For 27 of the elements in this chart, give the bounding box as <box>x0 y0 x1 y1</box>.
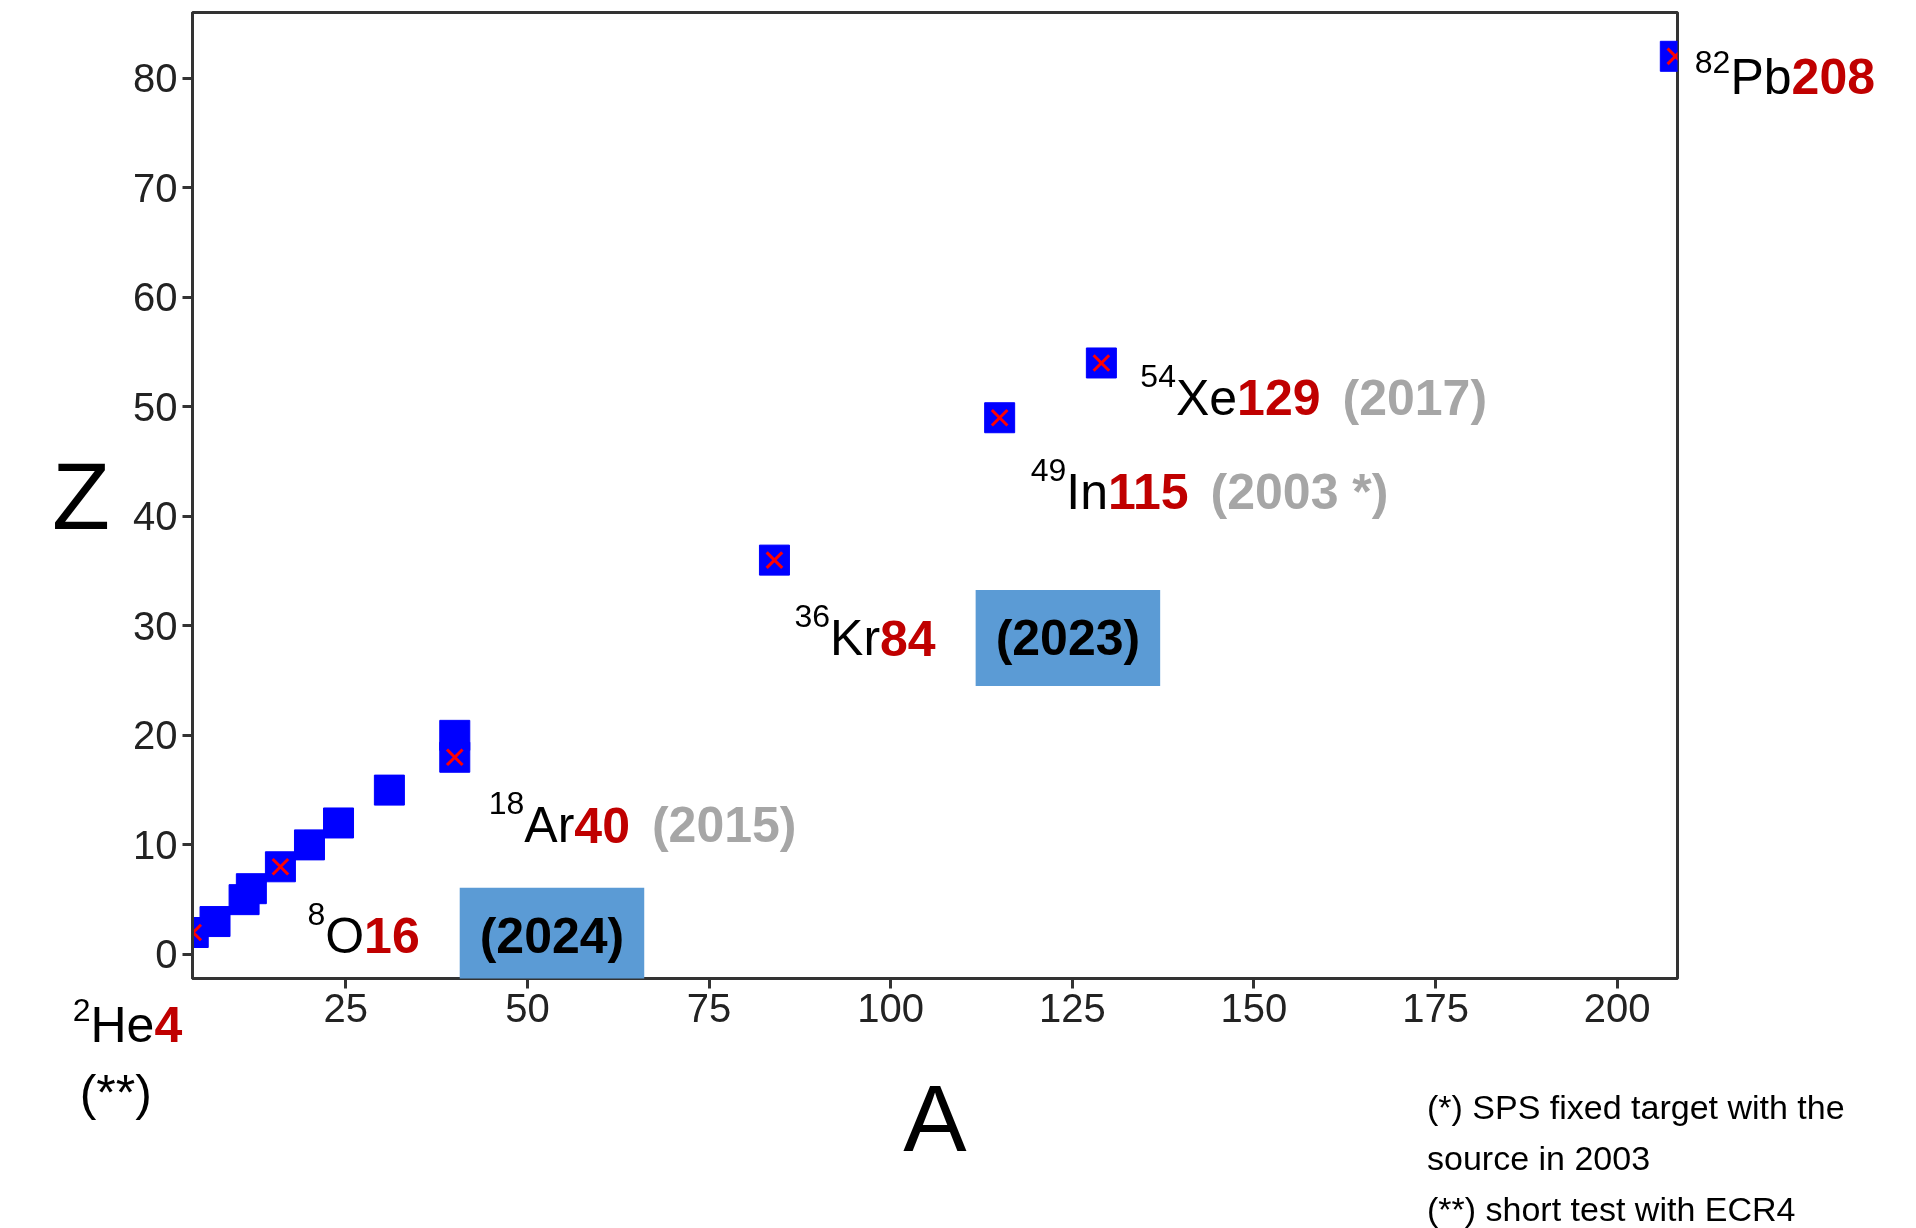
x-tick-label: 100 <box>857 985 925 1030</box>
point <box>373 774 405 806</box>
point <box>323 807 355 839</box>
x-axis-title: A <box>903 1064 968 1171</box>
y-tick-label: 50 <box>133 384 178 429</box>
y-tick-label: 60 <box>133 275 178 320</box>
x-tick-label: 175 <box>1402 985 1469 1030</box>
text: (**) short test with ECR4 <box>1427 1189 1796 1228</box>
point <box>199 906 231 938</box>
point <box>293 829 325 861</box>
y-tick-label: 30 <box>133 603 178 648</box>
y-axis-title: Z <box>51 442 111 549</box>
x-tick-label: 50 <box>505 985 550 1030</box>
x-tick-label: 75 <box>686 985 732 1030</box>
y-tick-label: 40 <box>133 494 178 539</box>
y-tick-label: 0 <box>155 932 178 977</box>
y-tick-label: 10 <box>133 822 178 867</box>
x-tick-label: 125 <box>1038 985 1106 1030</box>
x-tick-label: 25 <box>323 985 369 1030</box>
point <box>439 719 471 751</box>
point <box>235 873 267 905</box>
y-tick-label: 80 <box>133 56 178 101</box>
text: (*) SPS fixed target with the source in 2003 <box>1427 1087 1845 1179</box>
x-tick-label: 200 <box>1583 985 1651 1030</box>
x-tick-label: 150 <box>1220 985 1288 1030</box>
y-tick-label: 20 <box>133 713 178 758</box>
y-tick-label: 70 <box>133 165 178 210</box>
